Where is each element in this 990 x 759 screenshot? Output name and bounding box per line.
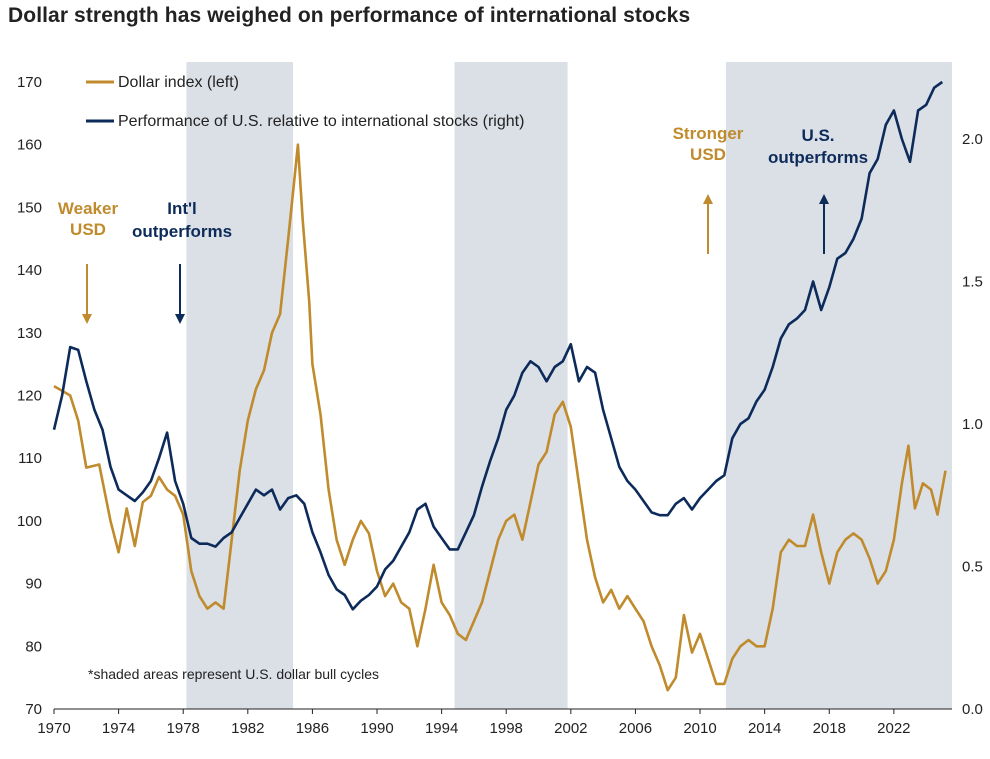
legend: Dollar index (left) Performance of U.S. … — [86, 74, 524, 130]
shade-band-2 — [454, 62, 568, 709]
x-tick-label: 1994 — [425, 720, 458, 737]
legend-relative-label: Performance of U.S. relative to internat… — [118, 113, 524, 130]
arrow-down-icon — [82, 314, 92, 324]
annot-stronger-line1: Stronger — [673, 124, 744, 143]
x-tick-label: 1974 — [102, 720, 135, 737]
y-left-tick-label: 110 — [18, 450, 42, 467]
arrow-up-icon — [703, 194, 713, 204]
y-left-tick-label: 130 — [17, 325, 42, 342]
x-tick-label: 1982 — [231, 720, 264, 737]
y-left-tick-label: 150 — [17, 199, 42, 216]
annot-us-line2: outperforms — [768, 148, 868, 167]
y-right-tick-label: 1.5 — [962, 274, 983, 291]
shade-band-3 — [725, 62, 952, 709]
relative-performance-line — [52, 80, 944, 611]
arrow-up-icon — [819, 194, 829, 204]
x-tick-label: 2010 — [683, 720, 716, 737]
annot-stronger-line2: USD — [690, 145, 726, 164]
y-left-tick-label: 160 — [17, 137, 42, 154]
annot-weaker-line1: Weaker — [58, 199, 119, 218]
x-tick-label: 1990 — [360, 720, 393, 737]
x-tick-label: 2018 — [813, 720, 846, 737]
x-tick-label: 2014 — [748, 720, 781, 737]
shade-band-1 — [186, 62, 294, 709]
arrow-down-icon — [175, 314, 185, 324]
y-left-tick-label: 70 — [25, 701, 42, 718]
y-right-tick-label: 2.0 — [962, 131, 983, 148]
dollar-index-line — [53, 143, 947, 692]
y-left-tick-label: 100 — [17, 513, 42, 530]
series-lines — [52, 80, 947, 692]
annot-intl-line1: Int'l — [167, 199, 197, 218]
annot-intl-line2: outperforms — [132, 222, 232, 241]
x-tick-label: 1998 — [490, 720, 523, 737]
y-left-tick-label: 80 — [25, 638, 42, 655]
x-tick-label: 2022 — [877, 720, 910, 737]
annot-us-line1: U.S. — [801, 126, 834, 145]
annot-weaker-line2: USD — [70, 220, 106, 239]
shaded-bull-cycles — [186, 62, 952, 709]
footnote: *shaded areas represent U.S. dollar bull… — [88, 666, 379, 682]
y-right-tick-label: 0.5 — [962, 559, 983, 576]
y-right-tick-label: 0.0 — [962, 701, 983, 718]
axes: 1970 1974 1978 1982 1986 1990 1994 1998 2002 2006… — [17, 74, 983, 737]
x-tick-label: 1970 — [37, 720, 70, 737]
chart-title: Dollar strength has weighed on performan… — [8, 4, 691, 27]
y-left-tick-label: 90 — [25, 576, 42, 593]
x-tick-label: 1986 — [296, 720, 329, 737]
y-left-tick-label: 170 — [17, 74, 42, 91]
x-tick-label: 1978 — [167, 720, 200, 737]
y-right-tick-label: 1.0 — [962, 416, 983, 433]
y-left-tick-label: 120 — [17, 388, 42, 405]
legend-dollar-label: Dollar index (left) — [118, 74, 239, 91]
x-tick-label: 2006 — [619, 720, 652, 737]
annotations: Weaker USD Int'l outperforms Stronger US… — [58, 124, 868, 682]
x-tick-label: 2002 — [554, 720, 587, 737]
y-left-tick-label: 140 — [17, 262, 42, 279]
